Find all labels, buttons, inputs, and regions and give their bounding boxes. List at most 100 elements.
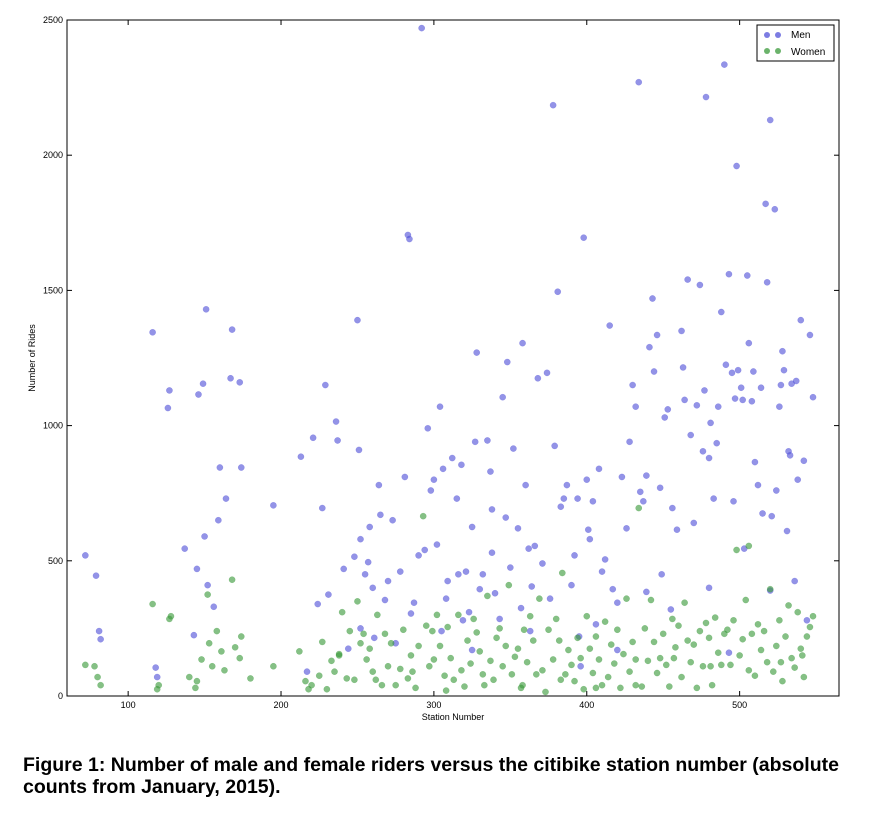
data-point-men (613, 646, 621, 654)
data-point-women (331, 668, 338, 676)
data-point-women (425, 662, 433, 670)
data-point-women (529, 637, 537, 644)
data-point-women (558, 569, 566, 577)
data-point-men (583, 476, 591, 484)
data-point-men (503, 358, 511, 366)
data-point-women (208, 662, 216, 670)
data-point-men (762, 200, 769, 208)
data-point-women (638, 683, 646, 690)
data-point-women (480, 681, 488, 689)
legend-marker-men (775, 32, 781, 38)
data-point-men (734, 366, 742, 374)
data-point-men (92, 572, 100, 580)
data-points (81, 24, 817, 696)
data-point-women (539, 666, 546, 674)
data-point-women (422, 622, 430, 630)
data-point-men (792, 377, 800, 385)
data-point-men (366, 523, 374, 531)
data-point-men (214, 516, 222, 524)
data-point-women (323, 685, 331, 693)
data-point-women (670, 654, 678, 662)
data-point-women (487, 657, 494, 665)
data-point-men (491, 589, 499, 597)
data-point-women (727, 661, 734, 669)
data-point-men (687, 431, 695, 439)
data-point-women (708, 681, 716, 689)
y-tick-label: 2500 (43, 15, 63, 25)
data-point-men (557, 503, 565, 511)
data-point-men (759, 510, 766, 517)
data-point-men (757, 384, 765, 392)
x-axis-ticks: 100 200 300 400 500 (121, 20, 747, 710)
data-point-men (510, 445, 517, 452)
data-point-men (592, 620, 600, 628)
data-point-men (237, 464, 245, 471)
data-point-women (185, 673, 193, 681)
data-point-men (519, 339, 526, 347)
data-point-women (733, 546, 740, 554)
data-point-women (629, 638, 636, 646)
data-point-men (563, 481, 571, 489)
data-point-women (360, 630, 367, 638)
data-point-men (560, 495, 568, 502)
data-point-women (97, 681, 104, 689)
data-point-women (493, 634, 500, 642)
data-point-women (714, 649, 722, 657)
data-point-men (458, 461, 465, 469)
data-point-women (769, 668, 777, 676)
data-point-women (672, 643, 679, 651)
data-point-men (514, 525, 522, 532)
data-point-women (149, 600, 156, 608)
data-point-women (757, 646, 765, 654)
data-point-men (344, 645, 352, 653)
data-point-men (468, 523, 476, 531)
data-point-women (665, 683, 673, 690)
data-point-women (502, 642, 510, 650)
data-point-women (565, 646, 572, 654)
data-point-women (748, 630, 756, 638)
data-point-women (302, 677, 309, 685)
data-point-women (610, 660, 618, 667)
data-point-men (710, 495, 718, 502)
data-point-men (473, 349, 481, 356)
data-point-women (399, 626, 407, 634)
data-point-men (693, 401, 701, 409)
y-tick-label: 500 (48, 556, 63, 566)
data-point-men (696, 281, 704, 289)
data-point-men (506, 564, 514, 571)
data-point-women (436, 642, 444, 650)
data-point-women (724, 626, 731, 634)
data-point-women (785, 602, 792, 609)
data-point-women (650, 638, 658, 646)
data-point-women (730, 616, 737, 624)
data-point-women (669, 615, 676, 623)
data-point-women (499, 662, 507, 670)
data-point-women (754, 620, 762, 628)
data-point-men (554, 288, 562, 296)
data-point-women (623, 595, 630, 603)
data-point-women (167, 612, 175, 620)
y-tick-label: 2000 (43, 150, 63, 160)
data-point-men (646, 343, 653, 351)
scatter-chart: 0 500 1000 1500 2000 2500 100 200 300 400 500 Sta… (27, 15, 840, 722)
data-point-women (707, 662, 714, 670)
data-point-women (318, 638, 326, 646)
figure-caption: Figure 1: Number of male and female ride… (23, 754, 839, 798)
data-point-men (199, 380, 207, 388)
data-point-women (772, 642, 780, 650)
data-point-men (270, 502, 277, 509)
data-point-men (355, 446, 363, 454)
data-point-men (568, 581, 575, 589)
data-point-women (592, 684, 600, 692)
data-point-men (201, 533, 208, 540)
data-point-men (543, 369, 551, 377)
data-point-women (620, 650, 627, 658)
x-tick-label: 100 (121, 700, 136, 710)
data-point-men (396, 568, 404, 575)
data-point-women (484, 592, 491, 600)
data-point-women (464, 637, 471, 644)
data-point-men (737, 384, 745, 392)
data-point-men (517, 604, 525, 612)
data-point-men (384, 577, 392, 585)
data-point-women (739, 635, 747, 643)
